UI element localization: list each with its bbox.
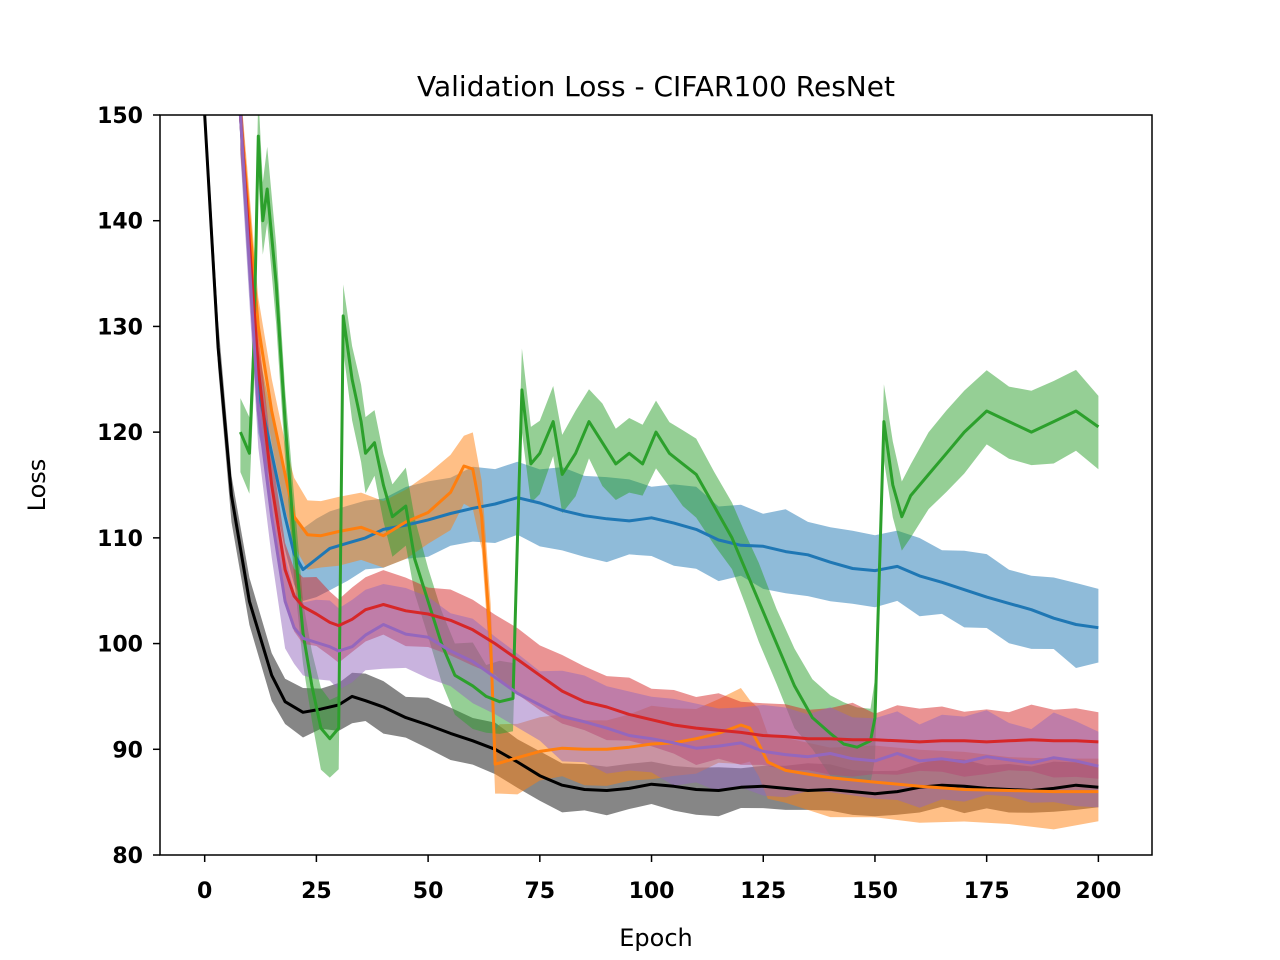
- x-tick-label: 175: [964, 879, 1010, 904]
- x-axis-label: Epoch: [619, 924, 693, 952]
- x-tick-label: 150: [852, 879, 898, 904]
- y-tick-label: 90: [112, 738, 143, 763]
- x-tick-label: 125: [740, 879, 786, 904]
- series-band-5: [240, 115, 1099, 808]
- y-axis-ticks: 80 90 100 110 120 130 140 150: [97, 104, 160, 869]
- y-tick-label: 130: [97, 315, 143, 340]
- series-line-1: [238, 115, 1099, 630]
- x-axis-ticks: 0 25 50 75 100 125 150 175 200: [197, 855, 1121, 904]
- series-line-4: [238, 115, 1099, 744]
- y-tick-label: 110: [97, 527, 143, 552]
- series-band-1: [240, 115, 1099, 668]
- y-axis-label: Loss: [23, 459, 51, 512]
- chart-title: Validation Loss - CIFAR100 ResNet: [417, 70, 895, 103]
- y-tick-label: 140: [97, 210, 143, 235]
- series-band-3: [240, 115, 1099, 783]
- x-tick-label: 200: [1075, 879, 1121, 904]
- x-tick-label: 0: [197, 879, 212, 904]
- plot-area: [203, 115, 1100, 830]
- series-line-3: [239, 134, 1100, 749]
- series-line-0: [203, 115, 1099, 796]
- axes-frame: [159, 114, 1153, 856]
- x-tick-label: 100: [629, 879, 675, 904]
- y-tick-label: 80: [112, 844, 143, 869]
- series-band-4: [240, 115, 1099, 779]
- y-tick-label: 150: [97, 104, 143, 129]
- series-line-2: [238, 115, 1099, 794]
- x-tick-label: 50: [413, 879, 444, 904]
- x-tick-label: 75: [525, 879, 556, 904]
- y-tick-label: 120: [97, 421, 143, 446]
- y-tick-label: 100: [97, 633, 143, 658]
- series-line-5: [238, 115, 1099, 768]
- x-tick-label: 25: [301, 879, 332, 904]
